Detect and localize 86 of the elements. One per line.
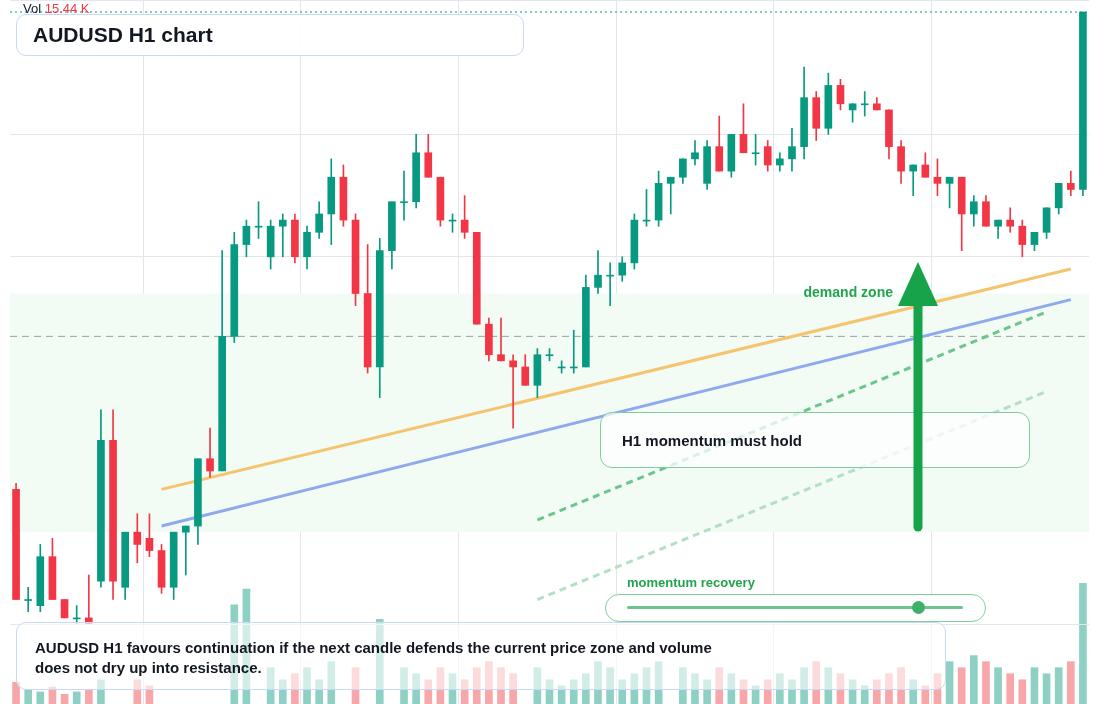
bar xyxy=(860,685,869,704)
bar xyxy=(424,679,433,704)
candlestick xyxy=(860,91,869,117)
bar xyxy=(970,655,978,704)
candlestick xyxy=(278,213,287,258)
bar xyxy=(1042,673,1051,704)
bar xyxy=(824,667,833,704)
bar xyxy=(618,679,627,704)
bar xyxy=(836,673,845,704)
bar xyxy=(776,673,784,704)
bar xyxy=(485,661,493,704)
bar xyxy=(84,689,93,704)
bar xyxy=(48,686,57,704)
bar xyxy=(788,679,796,704)
bar xyxy=(509,673,517,704)
bar xyxy=(327,661,336,704)
bar xyxy=(291,673,299,704)
bar xyxy=(36,691,45,704)
bar xyxy=(606,667,614,704)
bar xyxy=(303,667,311,704)
bar xyxy=(12,681,20,704)
bar xyxy=(848,679,857,704)
bar xyxy=(812,661,821,704)
bar xyxy=(957,667,966,704)
candlestick xyxy=(24,586,33,613)
bar xyxy=(654,661,663,704)
bar xyxy=(994,667,1002,704)
bar xyxy=(315,679,323,704)
bar xyxy=(133,679,142,704)
note-box: AUDUSD H1 favours continuation if the next candle defends the current price zone and volume does not dry up into resistance. xyxy=(16,622,946,690)
bar xyxy=(642,667,651,704)
bar xyxy=(691,673,699,704)
bar xyxy=(472,667,481,704)
candlestick xyxy=(181,525,190,576)
annotation: AUDUSD H1 favours continuation if the next candle defends the current price zone and volume does not dry up into resistance. xyxy=(35,638,713,678)
bar xyxy=(885,673,893,704)
bar xyxy=(739,679,748,704)
bar xyxy=(72,691,81,704)
bar xyxy=(1079,583,1087,704)
bar xyxy=(594,661,602,704)
bar xyxy=(497,667,505,704)
bar xyxy=(873,679,881,704)
title-box: AUDUSD H1 chart xyxy=(16,14,524,56)
bar xyxy=(1030,667,1039,704)
bar xyxy=(533,667,542,704)
annotation: H1 momentum must hold xyxy=(622,431,803,449)
bar xyxy=(24,689,33,704)
bar xyxy=(582,673,590,704)
bar xyxy=(448,673,457,704)
bar xyxy=(630,673,639,704)
bar xyxy=(412,673,420,704)
bar xyxy=(897,667,905,704)
candlestick xyxy=(666,176,675,215)
bar xyxy=(460,679,469,704)
bar xyxy=(679,667,687,704)
candlestick xyxy=(400,170,408,221)
bar xyxy=(909,679,918,704)
candlestick xyxy=(909,164,918,196)
bar xyxy=(1054,667,1063,704)
bar xyxy=(727,673,736,704)
bar xyxy=(945,661,954,704)
bar xyxy=(569,679,578,704)
bar xyxy=(1006,673,1015,704)
bar xyxy=(436,667,445,704)
annotation: momentum recovery xyxy=(627,575,755,590)
bar xyxy=(703,679,711,704)
bar xyxy=(60,693,69,704)
bar xyxy=(800,667,808,704)
bar xyxy=(400,667,408,704)
bar xyxy=(763,679,772,704)
bar xyxy=(97,679,105,704)
band-label: demand zone xyxy=(803,284,894,301)
annotation: Vol 15.44 K xyxy=(23,1,90,16)
bar xyxy=(1066,661,1075,704)
bar xyxy=(933,673,942,704)
bar xyxy=(351,667,360,704)
bar xyxy=(715,667,724,704)
candlestick xyxy=(497,317,505,362)
candlestick xyxy=(509,354,517,429)
candlestick xyxy=(84,574,93,624)
bar xyxy=(278,679,287,704)
bar xyxy=(266,667,275,704)
callout-box: H1 momentum must hold xyxy=(600,412,1030,468)
bar xyxy=(982,661,990,704)
bar xyxy=(1018,679,1027,704)
bar xyxy=(545,679,554,704)
